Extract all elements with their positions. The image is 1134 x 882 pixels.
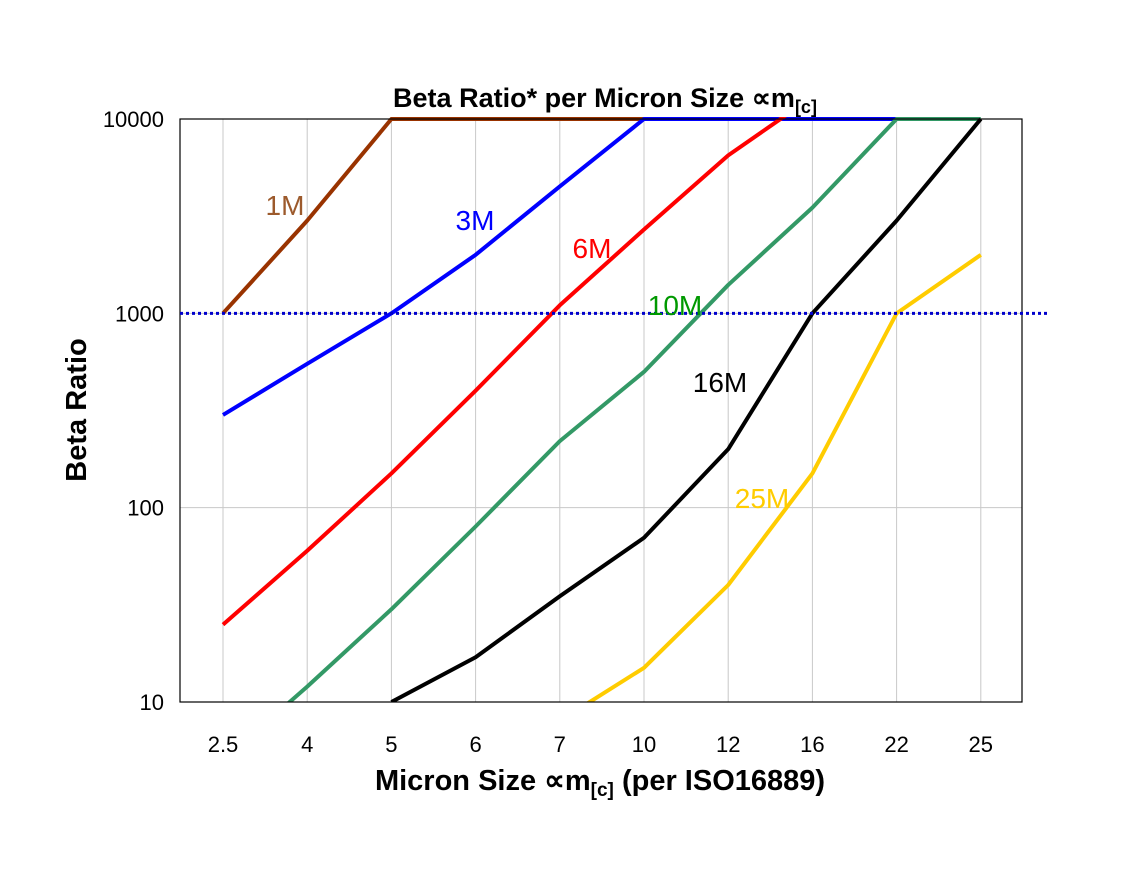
x-tick-label: 2.5 — [208, 732, 239, 757]
series-labels: 1M 3M 6M 10M 16M 25M — [266, 190, 790, 514]
series-label-16M: 16M — [693, 367, 747, 398]
tick-labels: 2.5 4 5 6 7 10 12 16 22 25 10 100 1000 10000 — [103, 107, 993, 757]
x-tick-label: 6 — [469, 732, 481, 757]
y-tick-label: 10000 — [103, 107, 164, 132]
x-tick-label: 12 — [716, 732, 740, 757]
series-label-3M: 3M — [456, 205, 495, 236]
x-tick-label: 22 — [884, 732, 908, 757]
series-line-10M — [286, 117, 981, 702]
x-tick-label: 16 — [800, 732, 824, 757]
series-label-6M: 6M — [573, 233, 612, 264]
y-axis-title: Beta Ratio — [61, 338, 93, 481]
series-line-25M — [585, 253, 982, 702]
chart-title: Beta Ratio* per Micron Size ∝m[c] — [393, 83, 817, 117]
series-lines — [221, 117, 983, 702]
x-tick-label: 4 — [301, 732, 313, 757]
series-line-16M — [390, 117, 983, 702]
y-tick-label: 100 — [127, 496, 164, 521]
plot-area-border — [179, 118, 1023, 703]
series-label-1M: 1M — [266, 190, 305, 221]
series-line-6M — [221, 117, 787, 627]
y-tick-label: 10 — [140, 690, 164, 715]
x-tick-label: 25 — [969, 732, 993, 757]
series-label-10M: 10M — [648, 290, 702, 321]
x-tick-label: 10 — [632, 732, 656, 757]
x-axis-title: Micron Size ∝m[c] (per ISO16889) — [375, 765, 825, 801]
x-tick-label: 7 — [554, 732, 566, 757]
grid — [180, 118, 1022, 703]
y-tick-label: 1000 — [115, 301, 164, 326]
x-tick-label: 5 — [385, 732, 397, 757]
series-label-25M: 25M — [735, 483, 789, 514]
